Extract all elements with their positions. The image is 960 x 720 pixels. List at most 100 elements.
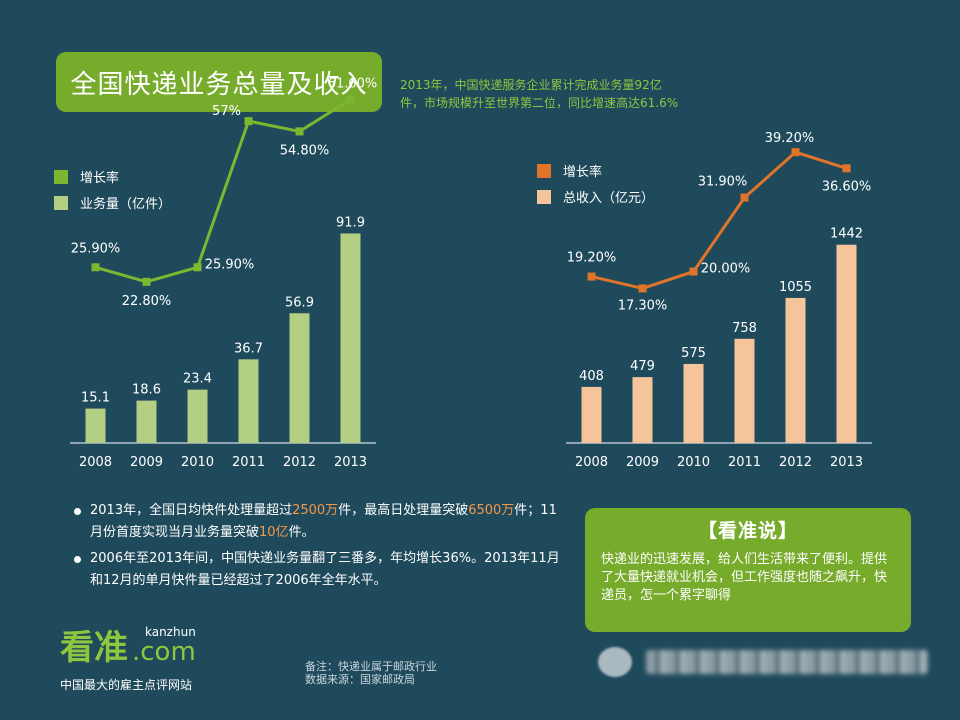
bar — [187, 389, 208, 443]
growth-rate-label: 36.60% — [822, 179, 872, 194]
x-tick-label: 2013 — [830, 455, 863, 470]
growth-rate-marker — [842, 164, 851, 173]
growth-rate-marker — [193, 263, 202, 272]
note-text: 2013年，全国日均快件处理量超过 — [90, 503, 293, 518]
bar-value-label: 1442 — [830, 227, 863, 242]
bar — [289, 313, 310, 443]
bar-value-label: 758 — [732, 321, 757, 336]
bar-value-label: 56.9 — [285, 295, 314, 310]
kanzhun-logo: 看准 kanzhun .com — [60, 622, 196, 669]
growth-rate-label: 25.90% — [205, 257, 255, 272]
watermark — [598, 640, 928, 684]
note-text: 件；11月份首度实现当月业务量突破 — [90, 503, 557, 540]
comment-title: 【看准说】 — [697, 520, 798, 542]
note-highlight: 10亿 — [259, 525, 289, 540]
x-tick-label: 2008 — [79, 455, 112, 470]
growth-rate-marker — [346, 95, 355, 104]
note-item: 2006年至2013年间，中国快递业务量翻了三番多，年均增长36%。2013年1… — [72, 548, 562, 592]
footnote: 备注：快递业属于邮政行业 数据来源：国家邮政局 — [305, 660, 437, 686]
growth-rate-label: 54.80% — [280, 143, 330, 158]
comment-body: 快递业的迅速发展，给人们生活带来了便利。提供了大量快递就业机会，但工作强度也随之… — [601, 552, 888, 603]
growth-rate-marker — [587, 272, 596, 281]
growth-rate-marker — [689, 267, 698, 276]
comment-box: 【看准说】 快递业的迅速发展，给人们生活带来了便利。提供了大量快递就业机会，但工… — [585, 508, 911, 632]
wechat-icon — [598, 647, 632, 677]
bar-value-label: 479 — [630, 359, 655, 374]
summary-text: 2013年，中国快递服务企业累计完成业务量92亿 件，市场规模升至世界第二位，同… — [400, 76, 760, 112]
legend-label: 增长率 — [563, 164, 602, 180]
legend-swatch-bar — [537, 190, 551, 204]
note-item: 2013年，全国日均快件处理量超过2500万件，最高日处理量突破6500万件；1… — [72, 500, 562, 544]
growth-rate-line — [591, 150, 847, 290]
bar-value-label: 36.7 — [234, 341, 263, 356]
growth-rate-label: 61.60% — [328, 76, 378, 91]
legend-swatch-bar — [54, 196, 68, 210]
growth-rate-label: 25.90% — [71, 241, 121, 256]
bar-value-label: 91.9 — [336, 215, 365, 230]
growth-rate-label: 22.80% — [122, 294, 172, 309]
note-text: 件，最高日处理量突破 — [338, 503, 469, 518]
logo-chinese: 看准 — [60, 628, 128, 668]
bullet-icon — [74, 556, 81, 563]
summary-line: 件，市场规模升至世界第二位，同比增速高达61.6% — [400, 96, 679, 110]
x-tick-label: 2009 — [626, 455, 659, 470]
growth-rate-label: 39.20% — [765, 131, 815, 146]
bar-value-label: 575 — [681, 346, 706, 361]
bar — [136, 400, 157, 443]
x-tick-label: 2008 — [575, 455, 608, 470]
x-tick-label: 2009 — [130, 455, 163, 470]
growth-rate-marker — [91, 263, 100, 272]
growth-rate-label: 31.90% — [698, 175, 748, 190]
footnote-remark: 备注：快递业属于邮政行业 — [305, 660, 437, 673]
bar — [581, 386, 602, 443]
x-tick-label: 2011 — [728, 455, 761, 470]
x-tick-label: 2012 — [283, 455, 316, 470]
page-title: 全国快递业务总量及收入 — [56, 52, 382, 112]
x-tick-label: 2010 — [677, 455, 710, 470]
growth-rate-marker — [244, 117, 253, 126]
note-highlight: 6500万 — [468, 503, 515, 518]
legend-swatch-line — [537, 164, 551, 178]
growth-rate-marker — [791, 148, 800, 157]
growth-rate-label: 57% — [212, 104, 241, 119]
bar — [734, 338, 755, 443]
bar-value-label: 1055 — [779, 280, 812, 295]
growth-rate-marker — [740, 193, 749, 202]
notes-list: 2013年，全国日均快件处理量超过2500万件，最高日处理量突破6500万件；1… — [72, 500, 562, 596]
growth-rate-label: 19.20% — [567, 251, 617, 266]
bar — [340, 233, 361, 443]
bar — [632, 377, 653, 443]
footnote-source: 数据来源：国家邮政局 — [305, 673, 415, 686]
growth-rate-label: 17.30% — [618, 298, 668, 313]
x-tick-label: 2010 — [181, 455, 214, 470]
x-tick-label: 2012 — [779, 455, 812, 470]
growth-rate-label: 20.00% — [701, 262, 751, 277]
growth-rate-marker — [295, 127, 304, 136]
logo-pinyin: kanzhun — [144, 625, 196, 639]
bar — [85, 408, 106, 443]
bar-value-label: 15.1 — [81, 391, 110, 406]
growth-rate-line — [95, 98, 352, 284]
note-text: 2006年至2013年间，中国快递业务量翻了三番多，年均增长36%。2013年1… — [90, 551, 560, 588]
bar — [785, 297, 806, 443]
note-highlight: 2500万 — [292, 503, 339, 518]
logo-slogan: 中国最大的雇主点评网站 — [60, 678, 193, 692]
bullet-icon — [74, 508, 81, 515]
summary-line: 2013年，中国快递服务企业累计完成业务量92亿 — [400, 78, 662, 92]
bar-value-label: 18.6 — [132, 383, 161, 398]
bar — [683, 363, 704, 443]
bar-value-label: 408 — [579, 369, 604, 384]
bar — [238, 359, 259, 443]
x-tick-label: 2013 — [334, 455, 367, 470]
x-tick-label: 2011 — [232, 455, 265, 470]
growth-rate-marker — [638, 284, 647, 293]
legend-swatch-line — [54, 170, 68, 184]
legend-label: 业务量（亿件） — [80, 196, 171, 212]
legend-label: 增长率 — [80, 170, 119, 186]
note-text: 件。 — [288, 525, 315, 540]
blurred-account-name — [646, 650, 928, 674]
logo-domain: .com — [132, 637, 196, 667]
bar-value-label: 23.4 — [183, 372, 212, 387]
